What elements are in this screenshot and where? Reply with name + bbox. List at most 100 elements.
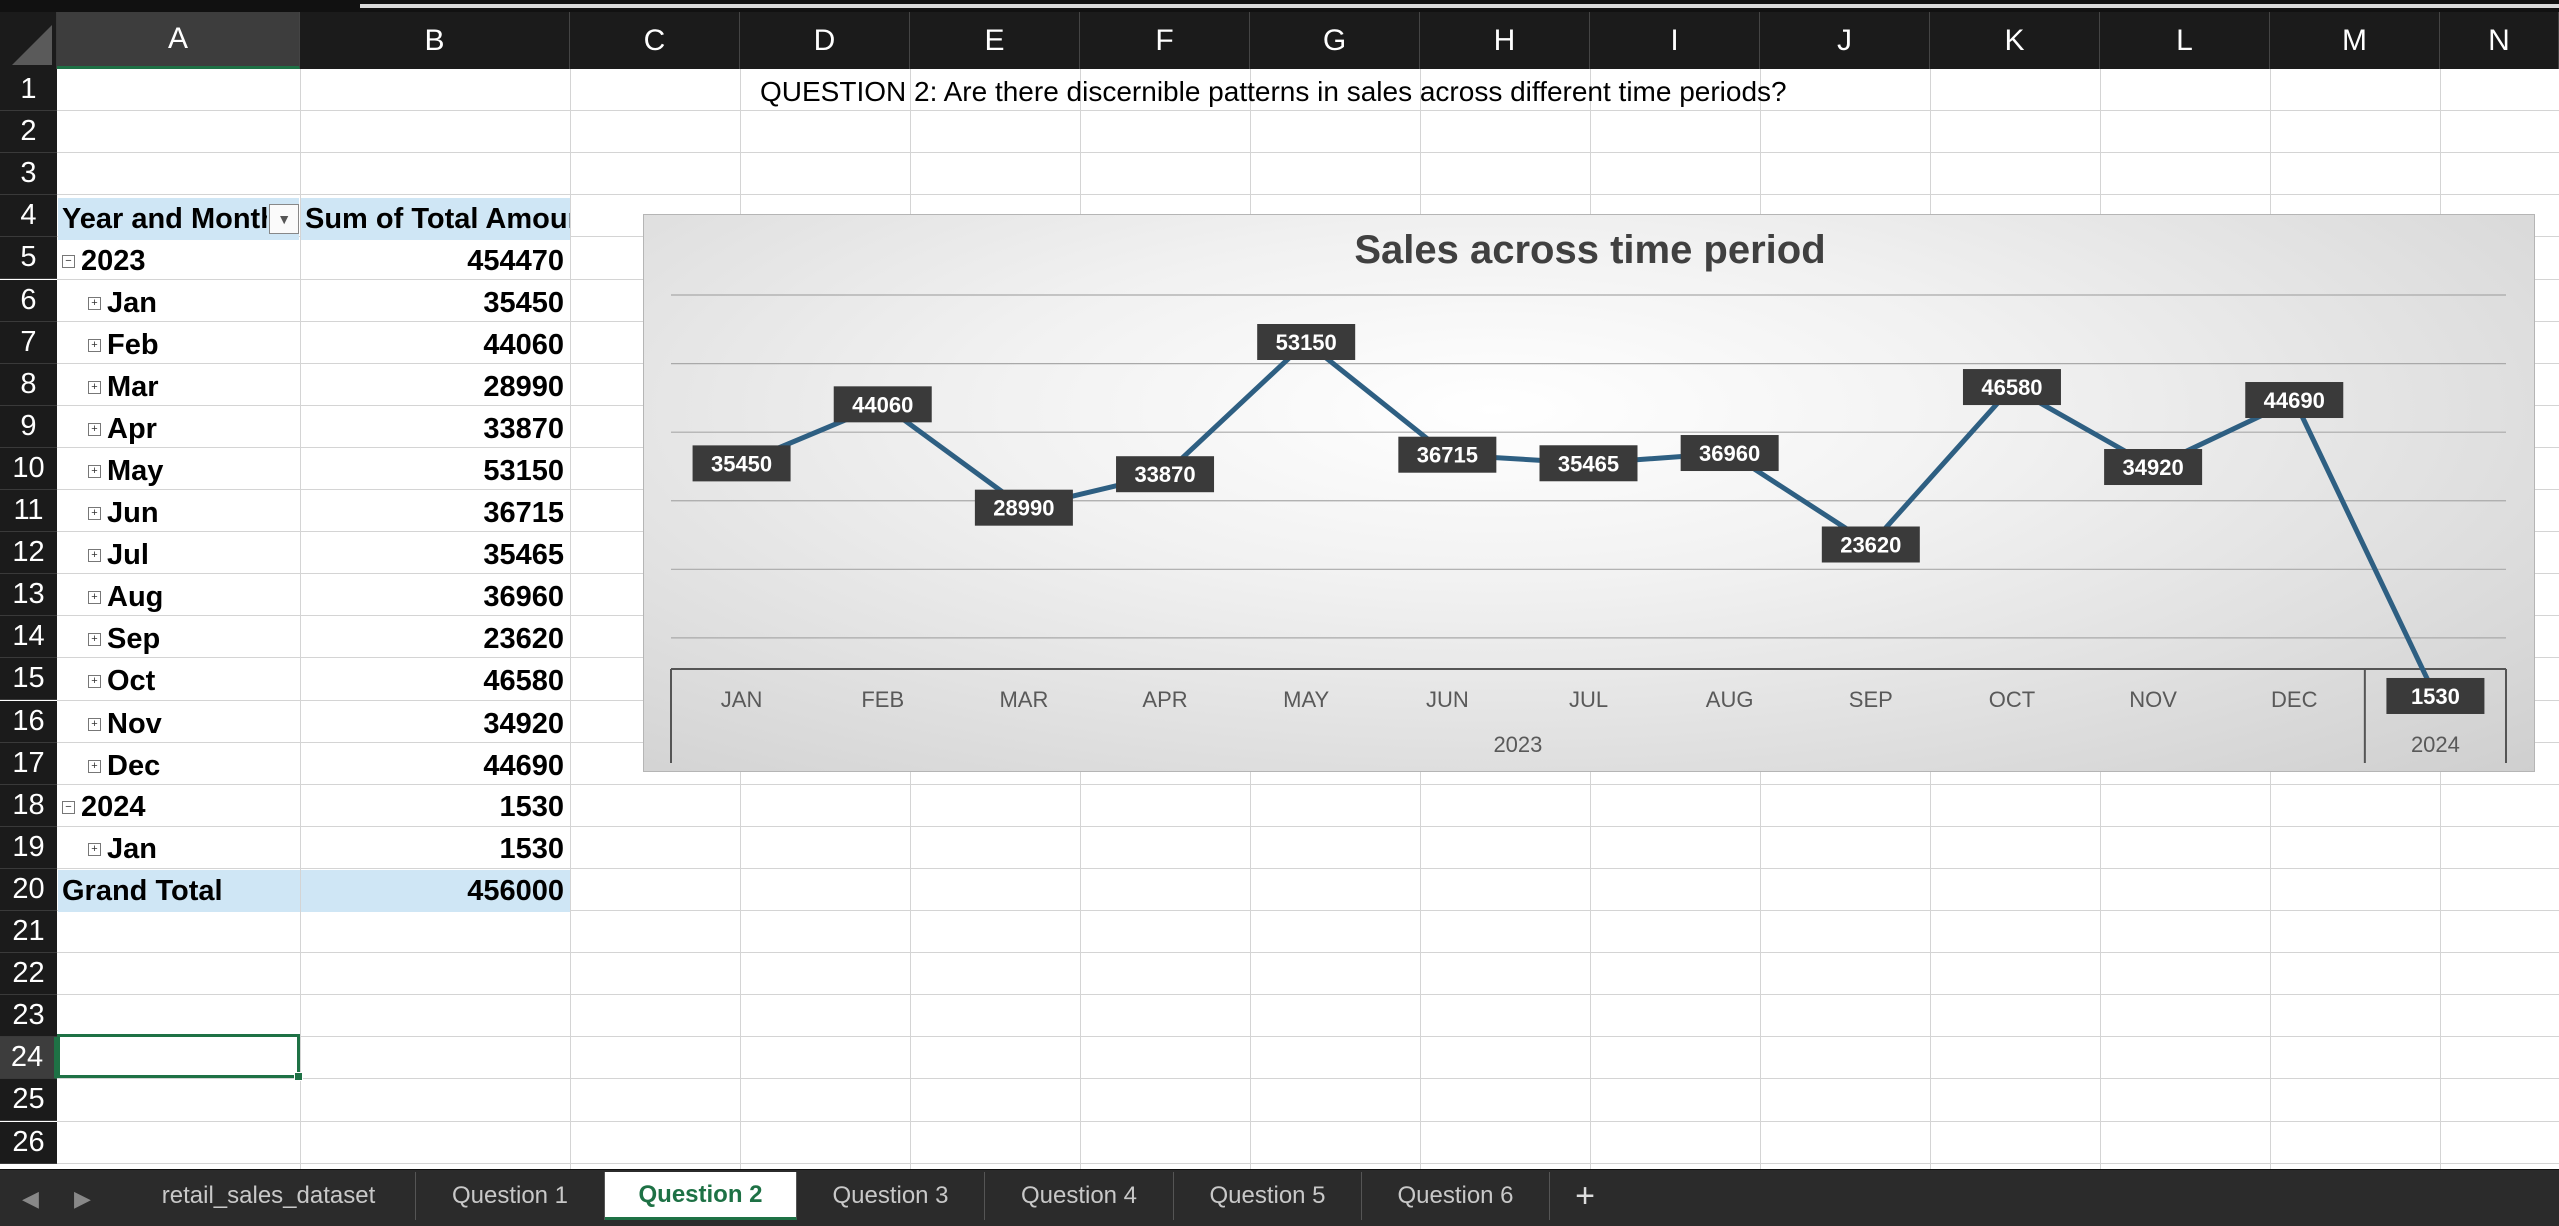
row-header-25[interactable]: 25 <box>0 1079 57 1122</box>
column-header-i[interactable]: I <box>1590 12 1760 69</box>
row-header-10[interactable]: 10 <box>0 447 57 490</box>
expand-icon[interactable]: + <box>88 591 101 605</box>
collapse-icon[interactable]: − <box>62 800 75 814</box>
fill-handle[interactable] <box>294 1072 303 1081</box>
column-header-k[interactable]: K <box>1930 12 2100 69</box>
scroll-tabs-left-icon[interactable]: ◀ <box>22 1186 39 1211</box>
add-sheet-button[interactable]: + <box>1575 1176 1595 1215</box>
expand-icon[interactable]: + <box>88 633 101 647</box>
row-header-23[interactable]: 23 <box>0 995 57 1038</box>
gridline <box>57 825 2559 827</box>
row-header-19[interactable]: 19 <box>0 826 57 869</box>
row-header-26[interactable]: 26 <box>0 1121 57 1164</box>
chart-data-label: 35465 <box>1558 451 1619 476</box>
pivot-month-row[interactable]: + Nov <box>88 703 300 745</box>
row-header-4[interactable]: 4 <box>0 195 57 238</box>
row-header-8[interactable]: 8 <box>0 363 57 406</box>
sheet-tab[interactable]: Question 2 <box>605 1172 797 1220</box>
expand-icon[interactable]: + <box>88 549 101 563</box>
chart-data-label: 35450 <box>711 451 772 476</box>
pivot-grand-total-value: 456000 <box>301 870 570 912</box>
row-header-2[interactable]: 2 <box>0 111 57 154</box>
pivot-month-row[interactable]: + Mar <box>88 366 300 408</box>
chart-data-label: 36960 <box>1699 441 1760 466</box>
column-header-a[interactable]: A <box>57 12 300 69</box>
row-header-18[interactable]: 18 <box>0 784 57 827</box>
expand-icon[interactable]: + <box>88 675 101 689</box>
sheet-tab[interactable]: Question 4 <box>985 1172 1174 1220</box>
chart-tick-label: NOV <box>2129 687 2177 712</box>
row-header-21[interactable]: 21 <box>0 911 57 953</box>
gridline <box>57 1162 2559 1164</box>
sheet-tab[interactable]: retail_sales_dataset <box>122 1172 416 1220</box>
chart-data-label: 36715 <box>1417 443 1478 468</box>
expand-icon[interactable]: + <box>88 338 101 352</box>
row-header-5[interactable]: 5 <box>0 237 57 280</box>
column-header-e[interactable]: E <box>910 12 1080 69</box>
column-header-m[interactable]: M <box>2270 12 2440 69</box>
row-header-16[interactable]: 16 <box>0 700 57 743</box>
pivot-month-row[interactable]: + Dec <box>88 745 300 787</box>
gridline <box>57 194 2559 196</box>
column-header-c[interactable]: C <box>570 12 740 69</box>
column-header-j[interactable]: J <box>1760 12 1930 69</box>
sheet-tab[interactable]: Question 3 <box>797 1172 985 1220</box>
pivot-month-row[interactable]: + Jan <box>88 828 300 870</box>
expand-icon[interactable]: + <box>88 422 101 436</box>
pivot-header-label[interactable]: Year and Months ▼ <box>58 198 299 240</box>
expand-icon[interactable]: + <box>88 842 101 856</box>
sheet-tab[interactable]: Question 6 <box>1362 1172 1550 1220</box>
column-header-f[interactable]: F <box>1080 12 1250 69</box>
pivot-month-row[interactable]: + Oct <box>88 661 300 703</box>
row-header-3[interactable]: 3 <box>0 153 57 196</box>
pivot-month-row[interactable]: + May <box>88 450 300 492</box>
sheet-tab[interactable]: Question 1 <box>416 1172 605 1220</box>
chart-data-label: 1530 <box>2411 684 2460 709</box>
pivot-month-row[interactable]: + Feb <box>88 324 300 366</box>
row-header-13[interactable]: 13 <box>0 574 57 617</box>
pivot-month-row[interactable]: + Jun <box>88 493 300 535</box>
row-header-24[interactable]: 24 <box>0 1037 57 1080</box>
row-header-1[interactable]: 1 <box>0 69 57 111</box>
pivot-year-2023[interactable]: −2023 <box>62 240 300 282</box>
sales-line-chart[interactable]: Sales across time period JAN FEB MAR APR MAY J… <box>643 214 2535 772</box>
pivot-month-row[interactable]: + Apr <box>88 408 300 450</box>
expand-icon[interactable]: + <box>88 507 101 520</box>
row-header-11[interactable]: 11 <box>0 490 57 532</box>
row-header-7[interactable]: 7 <box>0 321 57 364</box>
column-header-l[interactable]: L <box>2100 12 2270 69</box>
expand-icon[interactable]: + <box>88 464 101 478</box>
column-header-d[interactable]: D <box>740 12 910 69</box>
row-header-9[interactable]: 9 <box>0 405 57 448</box>
row-header-6[interactable]: 6 <box>0 279 57 322</box>
column-header-g[interactable]: G <box>1250 12 1420 69</box>
sheet-tab[interactable]: Question 5 <box>1174 1172 1362 1220</box>
gridline <box>57 152 2559 154</box>
scroll-tabs-right-icon[interactable]: ▶ <box>74 1186 91 1211</box>
column-header-b[interactable]: B <box>300 12 570 69</box>
expand-icon[interactable]: + <box>88 759 101 773</box>
collapse-icon[interactable]: − <box>62 254 75 268</box>
row-header-14[interactable]: 14 <box>0 616 57 659</box>
row-header-15[interactable]: 15 <box>0 658 57 701</box>
chart-title: Sales across time period <box>1354 228 1825 272</box>
expand-icon[interactable]: + <box>88 380 101 394</box>
row-header-17[interactable]: 17 <box>0 742 57 785</box>
row-header-20[interactable]: 20 <box>0 868 57 911</box>
expand-icon[interactable]: + <box>88 717 101 731</box>
column-header-n[interactable]: N <box>2440 12 2559 69</box>
row-header-22[interactable]: 22 <box>0 953 57 996</box>
filter-dropdown-icon[interactable]: ▼ <box>269 204 299 234</box>
active-cell-outline[interactable] <box>57 1034 303 1081</box>
expand-icon[interactable]: + <box>88 296 101 310</box>
pivot-year-2024[interactable]: −2024 <box>62 786 300 828</box>
pivot-month-row[interactable]: + Sep <box>88 619 300 661</box>
pivot-month-value: 28990 <box>483 370 564 403</box>
pivot-month-row[interactable]: + Jul <box>88 535 300 577</box>
pivot-month-row[interactable]: + Jan <box>88 282 300 324</box>
row-header-12[interactable]: 12 <box>0 532 57 575</box>
select-all-corner[interactable] <box>0 12 57 69</box>
pivot-month-row[interactable]: + Aug <box>88 577 300 619</box>
pivot-month-value: 46580 <box>483 665 564 698</box>
column-header-h[interactable]: H <box>1420 12 1590 69</box>
